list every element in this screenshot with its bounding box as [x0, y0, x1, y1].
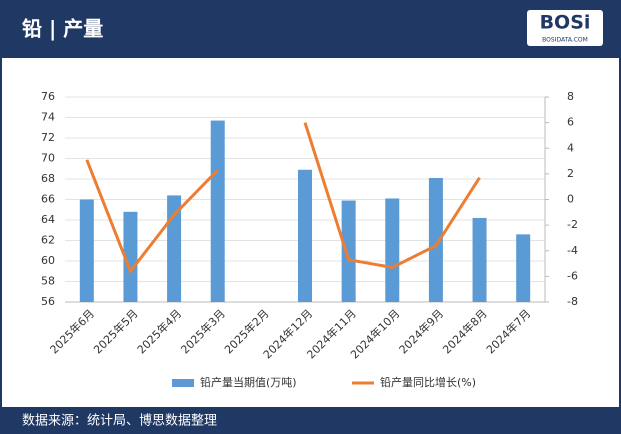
legend-label: 铅产量当期值(万吨): [200, 375, 297, 389]
y-tick-label: 70: [41, 152, 55, 165]
y-tick-label: 76: [41, 90, 55, 103]
logo-box: [527, 10, 603, 46]
bar: [298, 169, 312, 302]
legend-swatch: [172, 379, 194, 387]
y-tick-label: 74: [41, 111, 55, 124]
y-tick-label: 62: [41, 234, 55, 247]
line: [85, 122, 481, 275]
y2-tick-label: 2: [567, 167, 574, 180]
bar: [123, 211, 138, 302]
footer-source: 数据来源：统计局、博思数据整理: [22, 414, 217, 429]
y2-tick-label: -2: [567, 218, 578, 231]
y-tick-label: 72: [41, 131, 55, 144]
y-tick-label: 68: [41, 172, 55, 185]
logo: BOSi: [540, 12, 591, 34]
bar: [516, 234, 531, 302]
y2-tick-label: 4: [567, 141, 574, 154]
y2-tick-label: -6: [567, 269, 578, 282]
y2-tick-label: 0: [567, 193, 574, 206]
y2-tick-label: 6: [567, 116, 574, 129]
bar: [385, 198, 400, 302]
bar: [472, 217, 487, 302]
bar: [79, 199, 94, 302]
y-tick-label: 58: [41, 275, 55, 288]
y-tick-label: 66: [41, 193, 55, 206]
y2-tick-label: 8: [567, 90, 574, 103]
y-tick-label: 60: [41, 254, 55, 267]
y-tick-label: 64: [41, 213, 55, 226]
header-title: 铅 | 产量: [22, 17, 103, 41]
bar: [210, 120, 225, 302]
header-bar: [0, 0, 621, 58]
y2-tick-label: -8: [567, 295, 578, 308]
y2-tick-label: -4: [567, 244, 578, 257]
footer-bar: [0, 407, 621, 434]
bar: [167, 195, 182, 302]
bar: [341, 200, 356, 302]
legend-label: 铅产量同比增长(%): [380, 375, 476, 389]
bar: [428, 177, 443, 302]
logo-sub: BOSIDATA.COM: [542, 37, 588, 44]
y-tick-label: 56: [41, 295, 55, 308]
